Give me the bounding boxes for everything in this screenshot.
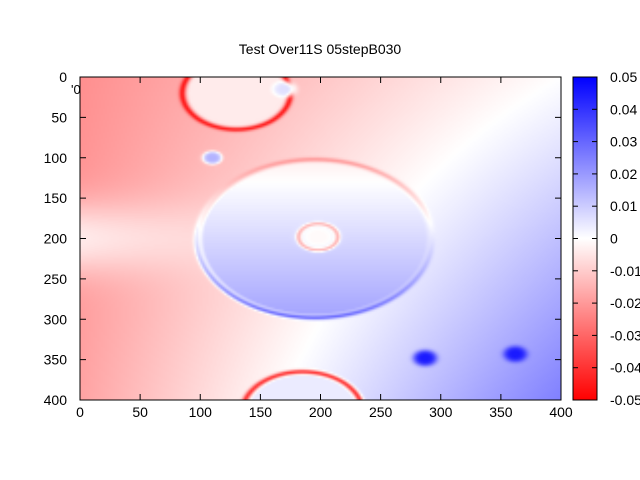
colorbar-tick-label: 0.02	[610, 166, 637, 182]
colorbar-tick-label: -0.05	[610, 392, 640, 408]
colorbar-tick-label: 0.03	[610, 134, 637, 150]
y-tick-label: 400	[44, 392, 68, 408]
colorbar-tick-label: 0.01	[610, 198, 637, 214]
colorbar-tick-label: 0	[610, 231, 618, 247]
y-axis: 0 50 100 150 200 250 300 350 400	[44, 69, 561, 408]
x-tick-label: 400	[549, 404, 573, 420]
x-tick-label: 250	[369, 404, 393, 420]
y-tick-label: 50	[51, 109, 67, 125]
y-tick-label: 100	[44, 150, 68, 166]
colorbar-tick-label: -0.04	[610, 360, 640, 376]
colorbar-tick-label: 0.04	[610, 101, 637, 117]
colorbar-tick-label: -0.01	[610, 263, 640, 279]
heatmap-image	[80, 77, 561, 400]
plot-area: '0	[71, 76, 562, 401]
y-tick-label: 150	[44, 190, 68, 206]
y-tick-label: 350	[44, 352, 68, 368]
x-tick-label: 50	[132, 404, 148, 420]
x-tick-label: 100	[189, 404, 213, 420]
colorbar-ticks: 0.05 0.04 0.03 0.02 0.01 0 -0.01 -0.02 -0.03 -0.0…	[573, 69, 640, 408]
x-tick-label: 350	[489, 404, 513, 420]
y-tick-label: 250	[44, 271, 68, 287]
y-tick-label: 300	[44, 311, 68, 327]
y-tick-label: 0	[59, 69, 67, 85]
x-tick-label: 0	[76, 404, 84, 420]
colorbar: 0.05 0.04 0.03 0.02 0.01 0 -0.01 -0.02 -0.03 -0.0…	[572, 69, 640, 408]
y-tick-label: 200	[44, 231, 68, 247]
key-label: '0	[71, 82, 81, 97]
chart-title: Test Over11S 05stepB030	[239, 41, 402, 57]
colorbar-tick-label: 0.05	[610, 69, 637, 85]
x-axis: 0 50 100 150 200 250 300 350 400	[76, 77, 573, 420]
x-tick-label: 150	[249, 404, 273, 420]
colorbar-tick-label: -0.02	[610, 295, 640, 311]
x-tick-label: 300	[429, 404, 453, 420]
x-tick-label: 200	[309, 404, 333, 420]
colorbar-tick-label: -0.03	[610, 327, 640, 343]
